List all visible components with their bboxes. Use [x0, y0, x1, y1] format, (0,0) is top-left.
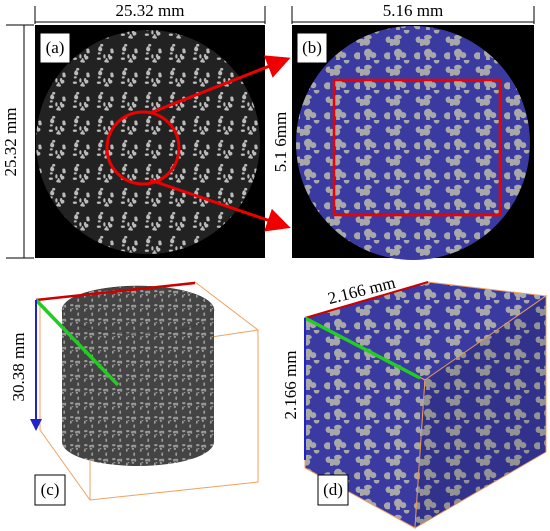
label-box — [296, 32, 328, 64]
label-box — [39, 32, 71, 64]
axis-y — [34, 298, 120, 387]
panel-c: 30.38 mm (c) — [9, 281, 259, 506]
roi-circle — [105, 110, 181, 186]
cube-shade — [415, 296, 546, 528]
cube-right — [414, 295, 547, 529]
width-label: 25.32 mm — [116, 1, 185, 20]
arrow — [149, 178, 291, 232]
arrow — [149, 55, 291, 115]
cylinder-body — [62, 310, 214, 466]
panel-d: 2.166 mm 2.166 mm (d) — [281, 273, 548, 529]
roi-rect — [332, 78, 502, 217]
segmented-section — [296, 26, 530, 260]
height-label: 25.32 mm — [1, 108, 20, 177]
sample-section — [36, 30, 260, 254]
label-box — [317, 474, 349, 506]
height-label: 5.1 6mm — [271, 112, 290, 172]
panel-label: (a) — [46, 38, 65, 57]
panel-b: 5.16 mm 5.1 6mm (b) — [271, 1, 535, 260]
height-label: 30.38 mm — [9, 333, 28, 402]
axis-y — [304, 316, 421, 380]
cylinder-top — [61, 285, 215, 335]
panel-label: (d) — [323, 480, 343, 499]
width-label: 5.16 mm — [383, 1, 443, 20]
panel-a: 25.32 mm 25.32 mm (a) — [1, 1, 291, 259]
height-label: 2.166 mm — [281, 351, 300, 420]
axis-x — [35, 281, 196, 302]
panel-label: (b) — [302, 38, 322, 57]
panel-label: (c) — [41, 480, 60, 499]
label-box — [34, 474, 66, 506]
axis-x — [304, 281, 429, 319]
